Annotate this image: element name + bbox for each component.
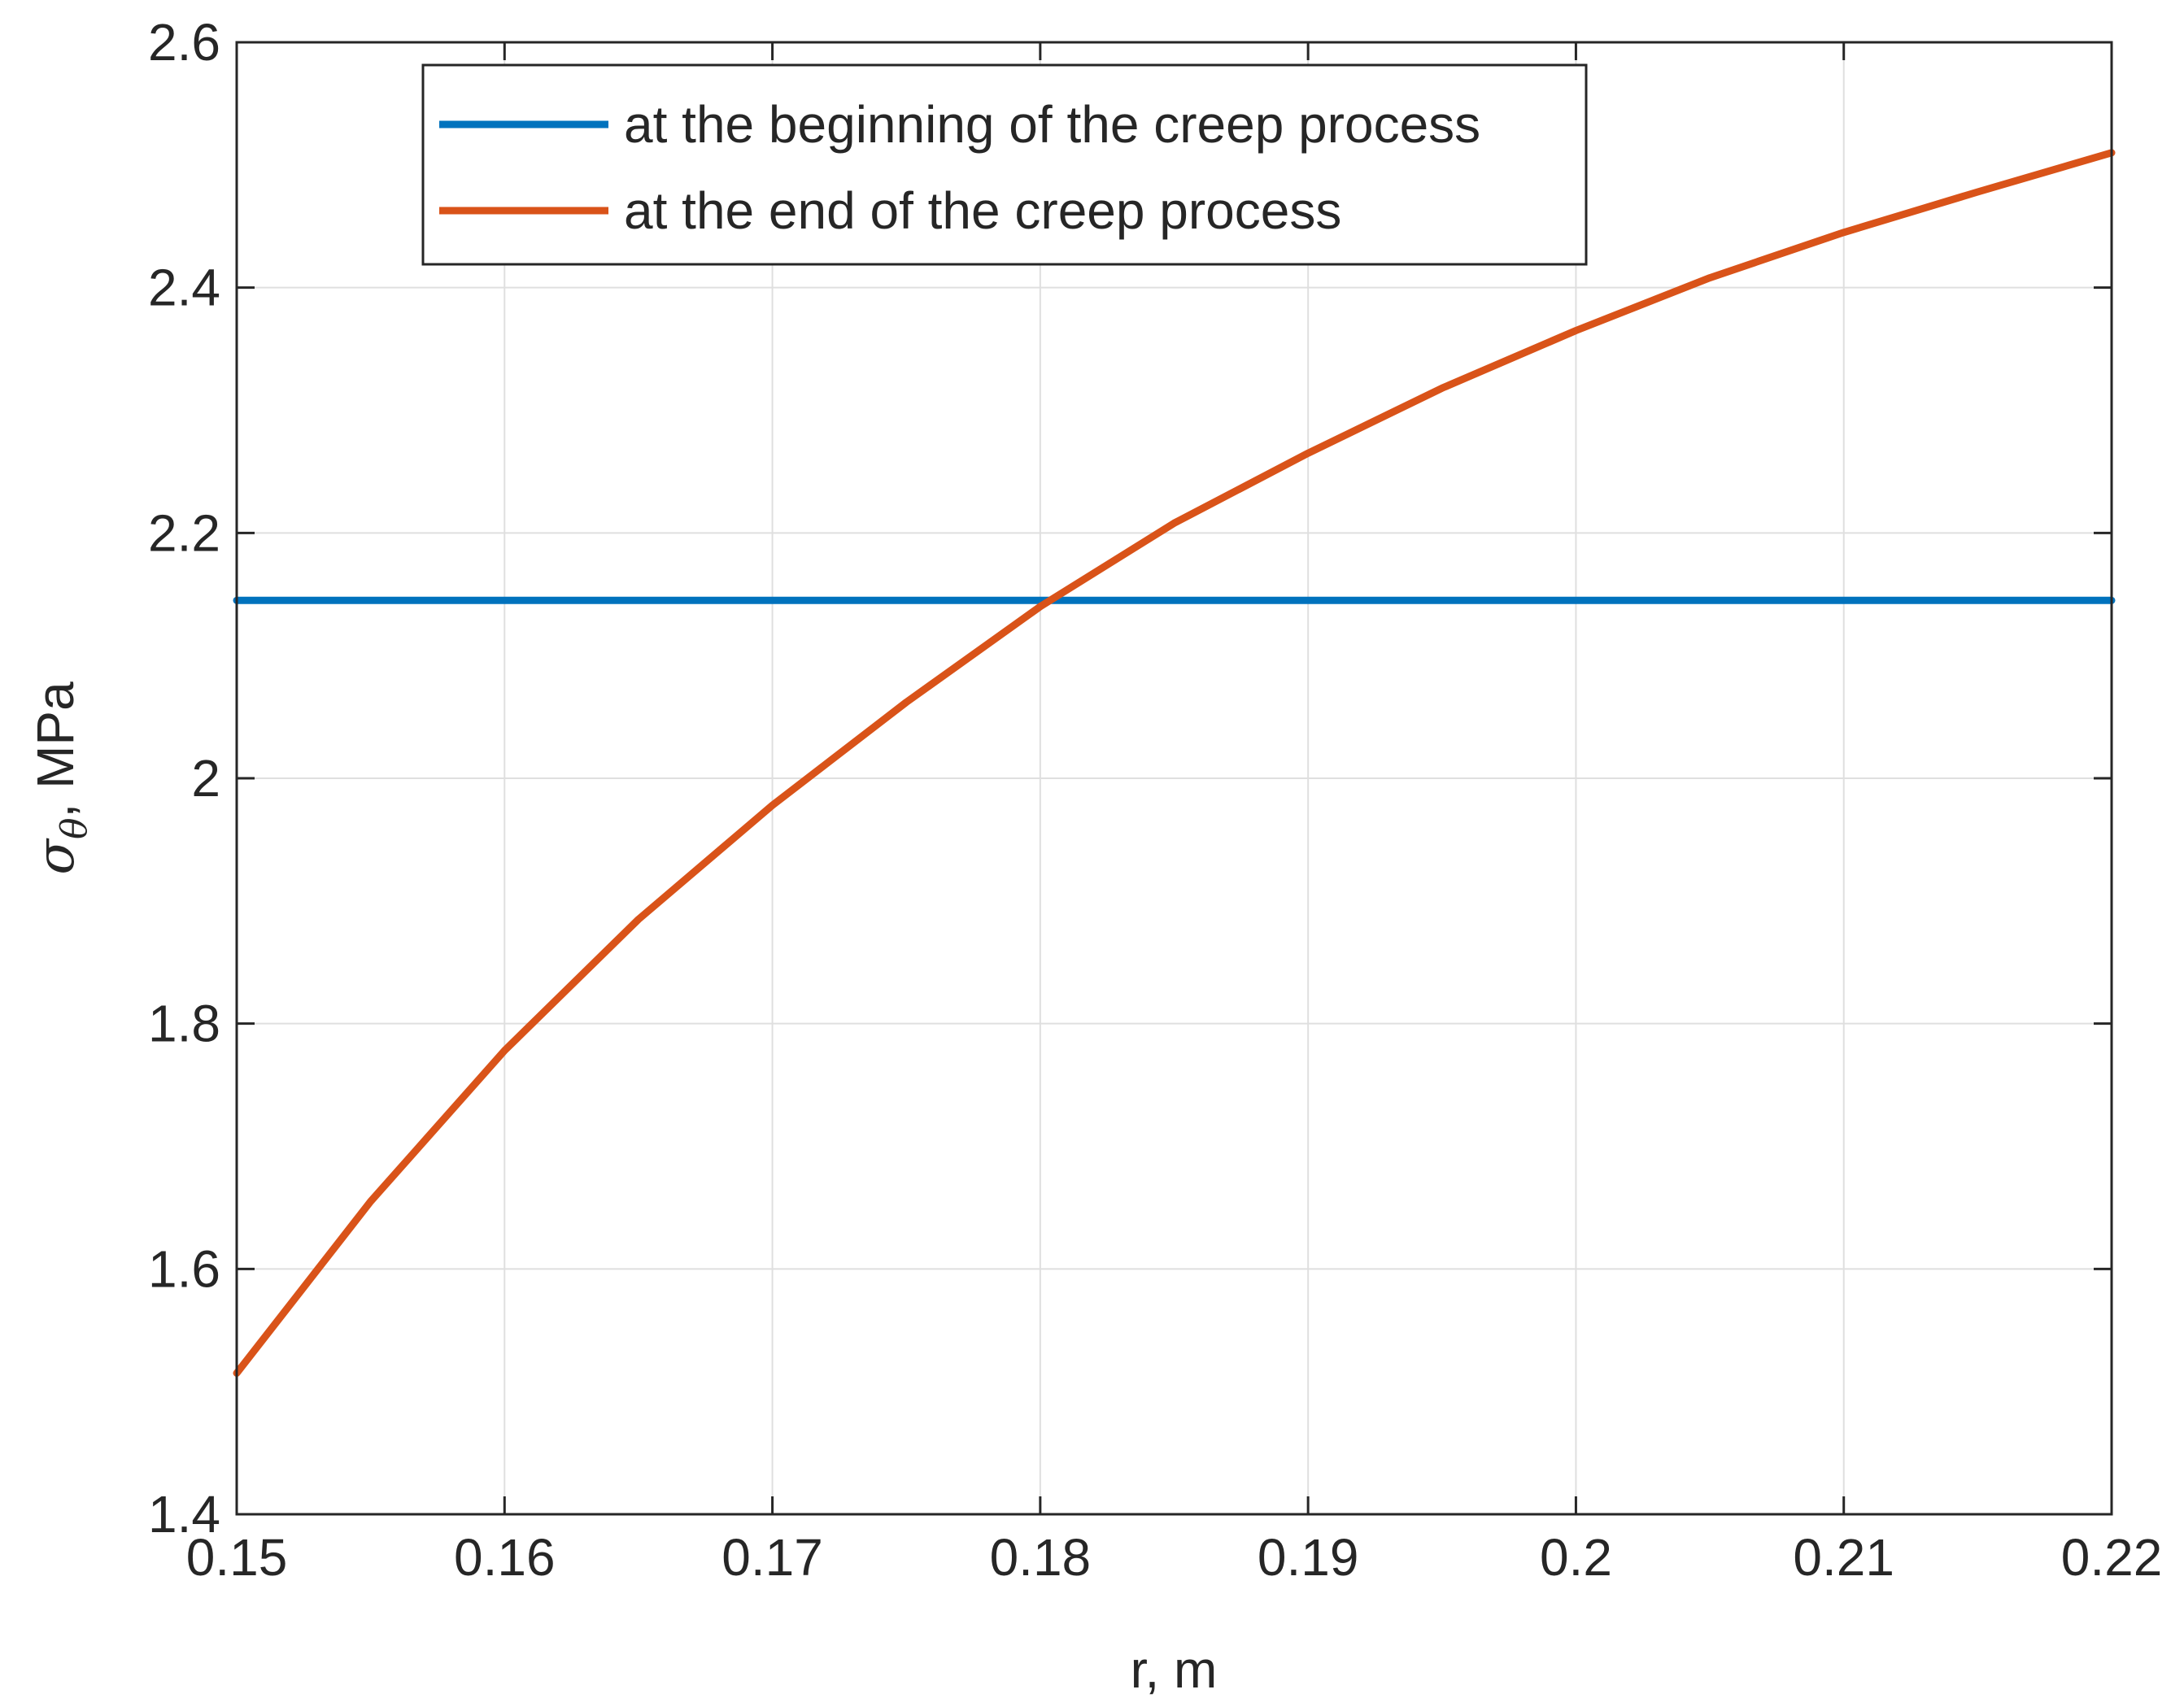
y-tick-label: 2.4: [148, 259, 220, 317]
x-tick-label: 0.16: [454, 1528, 556, 1587]
y-tick-label: 2.2: [148, 503, 220, 562]
y-tick-label: 1.6: [148, 1239, 220, 1298]
x-tick-label: 0.21: [1793, 1528, 1894, 1587]
y-axis-label-unit: , MPa: [26, 681, 85, 818]
axis-ticks: 0.15 0.16 0.17 0.18 0.19 0.2 0.21 0.22 1.4 1.6 1.8…: [148, 13, 2162, 1587]
legend-box: [421, 63, 1588, 266]
y-tick-label: 1.8: [148, 995, 220, 1053]
y-tick-label: 1.4: [148, 1485, 220, 1544]
y-axis-label-subscript: θ: [54, 817, 95, 839]
x-tick-label: 0.17: [721, 1528, 823, 1587]
x-tick-label: 0.22: [2061, 1528, 2163, 1587]
series-line-end: [233, 149, 2116, 1377]
x-tick-label: 0.18: [990, 1528, 1092, 1587]
legend-label-beginning: at the beginning of the creep process: [624, 95, 1480, 154]
legend-label-end: at the end of the creep process: [624, 181, 1341, 240]
y-axis-label-symbol: σ: [26, 838, 86, 875]
x-tick-label: 0.19: [1258, 1528, 1359, 1587]
y-tick-label: 2.6: [148, 13, 220, 72]
legend: at the beginning of the creep process at…: [421, 63, 1588, 266]
x-tick-label: 0.2: [1540, 1528, 1612, 1587]
y-axis-label: σθ, MPa: [26, 681, 95, 875]
y-tick-label: 2: [191, 749, 220, 808]
x-tick-label: 0.15: [186, 1528, 288, 1587]
series-lines: [233, 149, 2116, 1377]
x-axis-label: r, m: [1131, 1640, 1218, 1699]
